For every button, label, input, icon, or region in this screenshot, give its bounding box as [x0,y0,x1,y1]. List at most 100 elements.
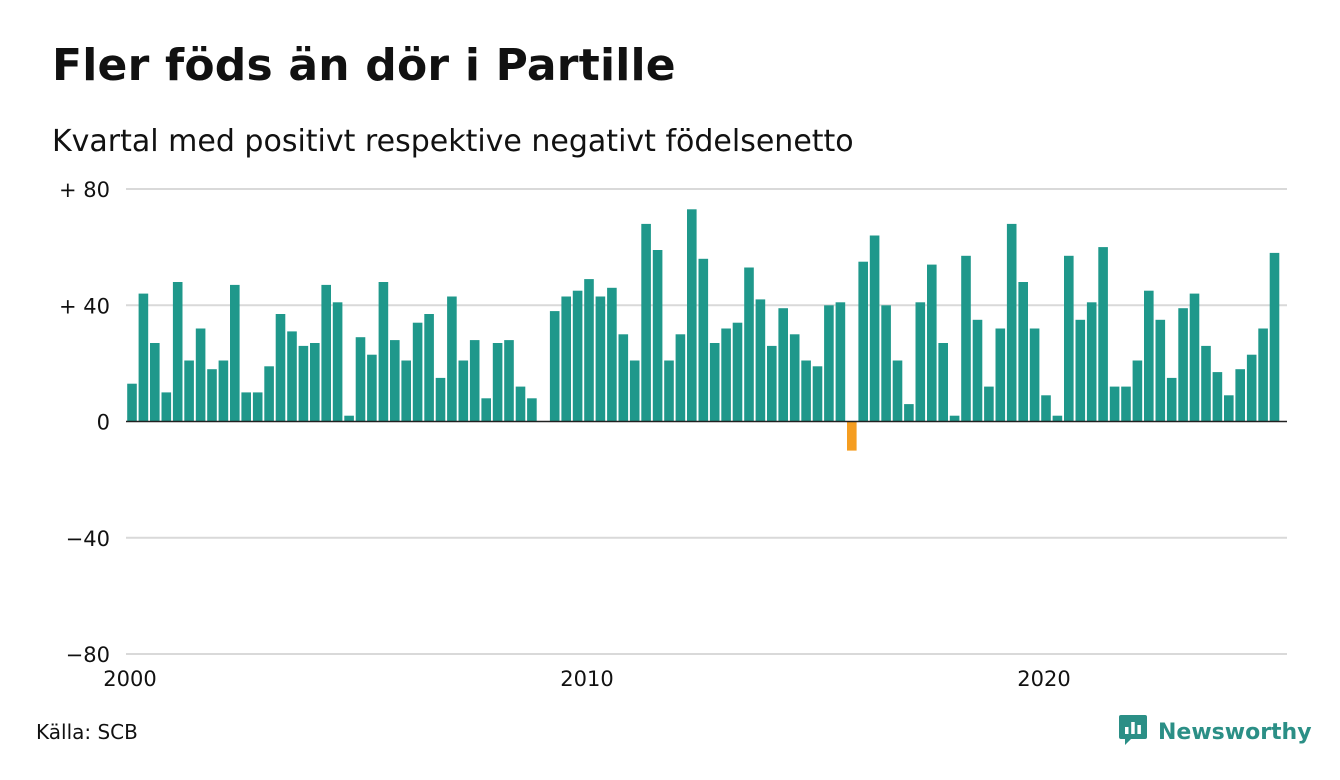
bar-positive [1006,223,1017,422]
y-tick-label: 0 [97,411,110,435]
bar-positive [287,331,297,422]
bar-positive [424,314,434,422]
bar-positive [1132,360,1143,422]
bar-positive [298,345,309,422]
bar-positive [492,343,503,422]
bar-positive [881,305,891,422]
bar-positive [390,340,400,422]
bar-positive [938,343,948,422]
bar-positive [207,369,217,422]
bars [127,209,1280,451]
bar-positive [995,328,1006,422]
bar-positive [1224,395,1234,422]
bar-positive [1189,293,1200,422]
bar-positive [332,302,343,422]
bar-positive [652,250,663,422]
bar-positive [915,302,926,422]
bar-positive [801,360,811,422]
bar-positive [138,293,149,422]
bar-positive [664,360,674,422]
bar-positive [732,322,743,422]
bar-positive [687,209,697,422]
bar-positive [709,343,720,422]
bar-positive [127,383,137,422]
chart-title: Fler föds än dör i Partille [52,40,676,91]
bar-positive [367,354,377,422]
x-tick-label: 2010 [560,667,613,691]
bar-positive [607,287,617,422]
x-tick-label: 2020 [1017,667,1070,691]
bar-positive [584,279,594,422]
bar-positive [1018,282,1028,422]
bar-positive [218,360,229,422]
bar-positive [1075,319,1086,422]
x-tick-label: 2000 [103,667,156,691]
bar-positive [527,398,537,422]
bar-positive [1144,290,1154,422]
bar-positive [835,302,846,422]
newsworthy-logo-icon [1118,714,1148,750]
bar-positive [1258,328,1268,422]
bar-positive [812,366,823,422]
bar-positive [755,299,766,422]
bar-positive [949,415,960,422]
bar-positive [378,282,389,422]
bar-positive [869,235,880,422]
bar-positive [1155,319,1166,422]
x-axis-ticks: 2000 2010 2020 [103,667,1070,691]
bar-positive [447,296,457,422]
bar-positive [927,264,937,422]
bar-positive [310,343,320,422]
bar-positive [789,334,800,422]
bar-positive [458,360,469,422]
bar-positive [1052,415,1063,422]
source-note: Källa: SCB [36,720,138,744]
bar-positive [778,308,788,422]
bar-positive [264,366,274,422]
bar-positive [549,311,560,422]
bar-positive [1178,308,1188,422]
bar-positive [904,404,914,422]
bar-positive [504,340,514,422]
chart-subtitle: Kvartal med positivt respektive negativt… [52,124,854,159]
bar-positive [1201,345,1211,422]
bar-positive [892,360,903,422]
bar-positive [481,398,491,422]
bar-positive [698,258,709,422]
bar-positive [595,296,606,422]
bar-positive [629,360,640,422]
brand-name: Newsworthy [1158,719,1312,745]
bar-positive [767,345,777,422]
bar-positive [469,340,480,422]
bar-positive [1029,328,1040,422]
chart: + 80 + 40 0 −40 −80 2000 2010 2020 [59,178,1287,691]
bar-positive [641,223,651,422]
bar-positive [230,284,240,422]
bar-positive [961,255,971,422]
bar-positive [1121,386,1131,422]
bar-positive [275,314,286,422]
bar-positive [1098,247,1108,422]
bar-positive [1166,377,1177,422]
bar-positive [744,267,754,422]
bar-positive [344,415,354,422]
y-tick-label: + 40 [59,294,110,318]
bar-positive [984,386,994,422]
y-axis-ticks: + 80 + 40 0 −40 −80 [59,178,110,667]
bar-positive [355,337,366,422]
bar-positive [824,305,834,422]
bar-positive [184,360,194,422]
bar-positive [1235,369,1245,422]
y-tick-label: + 80 [59,178,110,202]
bar-positive [675,334,686,422]
brand: Newsworthy [1118,714,1312,750]
bar-positive [1064,255,1074,422]
bar-positive [618,334,629,422]
bar-positive [721,328,731,422]
bar-positive [161,392,172,422]
bar-positive [252,392,263,422]
bar-positive [1041,395,1051,422]
bar-positive [858,261,868,422]
bar-positive [241,392,251,422]
bar-positive [561,296,571,422]
